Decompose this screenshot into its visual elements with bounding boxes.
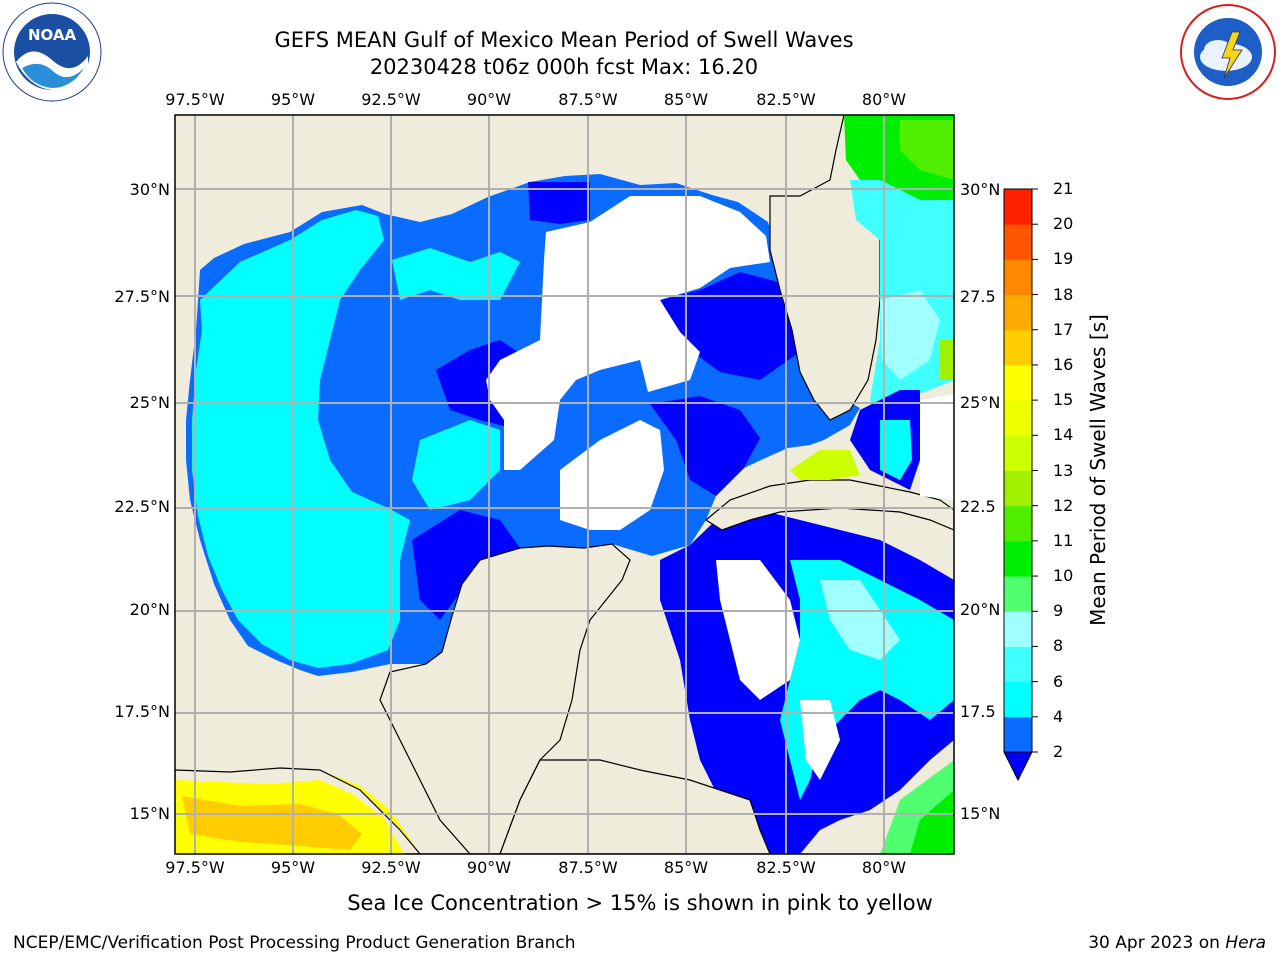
lat-tick-right-6: 15°N <box>960 804 1001 823</box>
lon-tick-bottom-7: 80°W <box>861 858 907 877</box>
colorbar-segment <box>1004 294 1032 331</box>
chart-subtitle: 20230428 t06z 000h fcst Max: 16.20 <box>369 55 759 79</box>
colorbar-tick-label: 20 <box>1053 214 1074 234</box>
lat-tick-right-2: 25°N <box>960 393 1001 412</box>
producer-credit: NCEP/EMC/Verification Post Processing Pr… <box>13 933 576 953</box>
dark-blue-patch-4 <box>528 182 590 224</box>
lat-tick-right-4: 20°N <box>960 600 1001 619</box>
lon-tick-bottom-1: 95°W <box>270 858 316 877</box>
colorbar-segment <box>1004 576 1032 612</box>
colorbar-tick-label: 9 <box>1053 601 1064 621</box>
colorbar-segment <box>1004 646 1032 683</box>
colorbar-segment <box>1004 611 1032 647</box>
lat-tick-right-1: 27.5 <box>960 287 996 306</box>
noaa-logo: NOAA <box>2 2 102 102</box>
graticule <box>175 115 954 854</box>
straits-yellowgreen <box>790 450 860 480</box>
colorbar-segment <box>1004 435 1032 471</box>
colorbar-segment <box>1004 189 1032 225</box>
colorbar-tick-label: 2 <box>1053 742 1064 761</box>
host-name: Hera <box>1225 933 1266 953</box>
lon-tick-bottom-6: 82.5°W <box>756 858 816 877</box>
caribbean-missing-2 <box>800 700 840 780</box>
lon-tick-bottom-4: 87.5°W <box>558 858 618 877</box>
nws-logo <box>1180 4 1276 100</box>
colorbar-tick-label: 15 <box>1053 390 1074 410</box>
lon-tick-top-0: 97.5°W <box>165 90 225 109</box>
colorbar-tick-label: 21 <box>1053 179 1074 198</box>
lon-tick-bottom-3: 90°W <box>466 858 512 877</box>
chart-title: GEFS MEAN Gulf of Mexico Mean Period of … <box>274 28 854 52</box>
lon-tick-top-2: 92.5°W <box>361 90 421 109</box>
colorbar-tick-label: 14 <box>1053 425 1074 445</box>
colorbar-tick-label: 13 <box>1053 460 1074 480</box>
colorbar-tick-label: 18 <box>1053 284 1074 304</box>
west-gulf-cyan <box>192 210 410 668</box>
east-missing <box>920 394 954 500</box>
atlantic-lightcyan <box>880 290 940 380</box>
colorbar-tick-label: 4 <box>1053 706 1064 726</box>
lat-tick-left-1: 27.5°N <box>114 287 170 306</box>
colorbar-under-extension <box>1003 751 1033 782</box>
colorbar-tick-label: 16 <box>1053 354 1074 374</box>
colorbar-tick-label: 10 <box>1053 566 1074 586</box>
lon-tick-top-6: 82.5°W <box>756 90 816 109</box>
dark-blue-patch-2 <box>412 510 520 620</box>
colorbar-segment <box>1004 259 1032 296</box>
lat-tick-left-0: 30°N <box>129 180 170 199</box>
colorbar-tick-label: 12 <box>1053 495 1074 515</box>
caribbean-cyan <box>780 560 954 800</box>
lat-tick-left-2: 25°N <box>129 393 170 412</box>
date-text: 30 Apr 2023 on <box>1088 933 1226 953</box>
colorbar-tick-label: 19 <box>1053 249 1074 269</box>
colorbar-segment <box>1004 505 1032 542</box>
atlantic-ygreen <box>940 340 954 380</box>
lon-tick-bottom-5: 85°W <box>663 858 709 877</box>
colorbar-segment <box>1004 681 1032 718</box>
lon-tick-top-7: 80°W <box>861 90 907 109</box>
dark-blue-patch-5 <box>650 396 760 496</box>
lat-tick-left-6: 15°N <box>129 804 170 823</box>
lon-tick-top-1: 95°W <box>270 90 316 109</box>
map-frame <box>174 114 955 855</box>
noaa-logo-text: NOAA <box>28 26 77 44</box>
colorbar-segment <box>1004 400 1032 436</box>
colorbar-segment <box>1004 364 1032 401</box>
lon-tick-top-4: 87.5°W <box>558 90 618 109</box>
colorbar-tick-label: 6 <box>1053 671 1064 691</box>
date-credit: 30 Apr 2023 on Hera <box>1088 933 1266 953</box>
sea-ice-footnote: Sea Ice Concentration > 15% is shown in … <box>347 891 933 915</box>
straits-cyan <box>880 420 912 480</box>
lon-tick-bottom-0: 97.5°W <box>165 858 225 877</box>
colorbar-tick-label: 8 <box>1053 636 1064 656</box>
caribbean-se-green-2 <box>910 790 954 854</box>
colorbar-segment <box>1004 716 1032 753</box>
pacific-orange-top <box>182 796 362 850</box>
missing-data-central <box>486 196 770 470</box>
central-gulf-cyan <box>412 420 500 510</box>
colorbar-segment <box>1004 470 1032 507</box>
lon-tick-top-5: 85°W <box>663 90 709 109</box>
colorbar-tick-label: 17 <box>1053 319 1074 339</box>
colorbar-tick-label: 11 <box>1053 530 1074 550</box>
lon-tick-bottom-2: 92.5°W <box>361 858 421 877</box>
colorbar-segment <box>1004 540 1032 577</box>
lat-tick-right-5: 17.5 <box>960 702 996 721</box>
lon-tick-top-3: 90°W <box>466 90 512 109</box>
lat-tick-right-3: 22.5 <box>960 497 996 516</box>
colorbar-segment <box>1004 224 1032 260</box>
caribbean-missing <box>716 560 800 700</box>
caribbean-light-cyan <box>820 580 900 660</box>
lat-tick-left-5: 17.5°N <box>114 702 170 721</box>
colorbar-segment <box>1004 329 1032 366</box>
atlantic-lightgreen <box>900 120 954 180</box>
missing-data-yucatan-strait <box>560 420 664 530</box>
lat-tick-left-4: 20°N <box>129 600 170 619</box>
lat-tick-left-3: 22.5°N <box>114 497 170 516</box>
colorbar-title: Mean Period of Swell Waves [s] <box>1086 314 1110 626</box>
lat-tick-right-0: 30°N <box>960 180 1001 199</box>
